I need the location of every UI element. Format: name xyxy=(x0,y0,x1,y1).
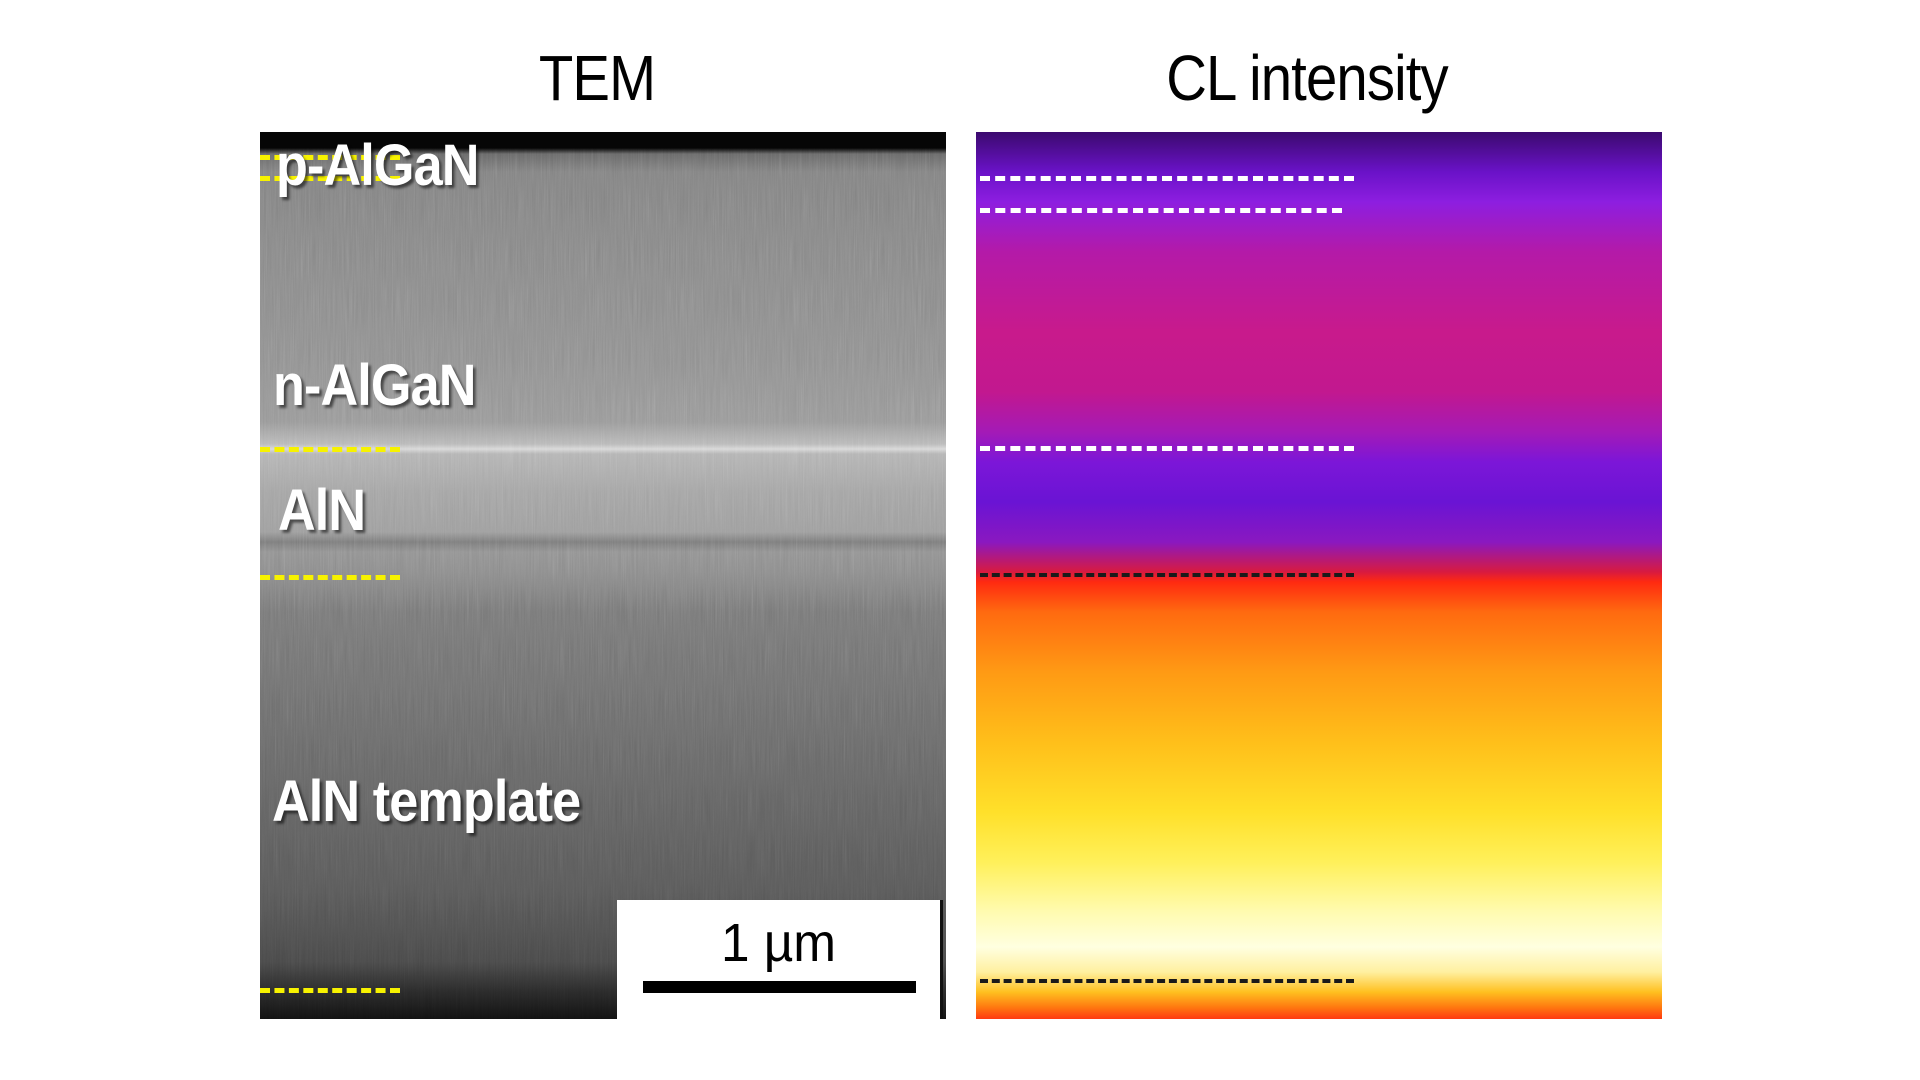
cl-boundary-line-p-algan-top xyxy=(980,176,1354,181)
scale-bar-label: 1 µm xyxy=(720,913,837,973)
layer-label-n-algan: n-AlGaN xyxy=(273,353,476,418)
layer-label-aln: AlN xyxy=(278,478,366,543)
boundary-line-p-algan-top xyxy=(260,155,400,160)
boundary-line-template-bottom xyxy=(260,988,400,993)
tem-title: TEM xyxy=(538,42,656,114)
layer-label-p-algan: p-AlGaN xyxy=(276,133,479,198)
boundary-line-n-algan-aln xyxy=(260,447,400,452)
cl-boundary-line-aln-template xyxy=(980,573,1354,577)
boundary-line-aln-template xyxy=(260,575,400,580)
scale-bar: 1 µm xyxy=(617,900,943,1019)
cl-intensity-title: CL intensity xyxy=(1166,42,1448,114)
scale-bar-line xyxy=(643,981,916,993)
cl-intensity-map-panel xyxy=(976,132,1662,1019)
cl-boundary-line-template-bottom xyxy=(980,979,1354,983)
cl-boundary-line-p-algan-bottom xyxy=(980,208,1342,213)
layer-label-aln-template: AlN template xyxy=(272,769,581,834)
boundary-line-p-algan-bottom xyxy=(260,176,400,181)
cl-boundary-line-n-algan-aln xyxy=(980,446,1354,451)
tem-image-panel: p-AlGaN n-AlGaN AlN AlN template xyxy=(260,132,946,1019)
